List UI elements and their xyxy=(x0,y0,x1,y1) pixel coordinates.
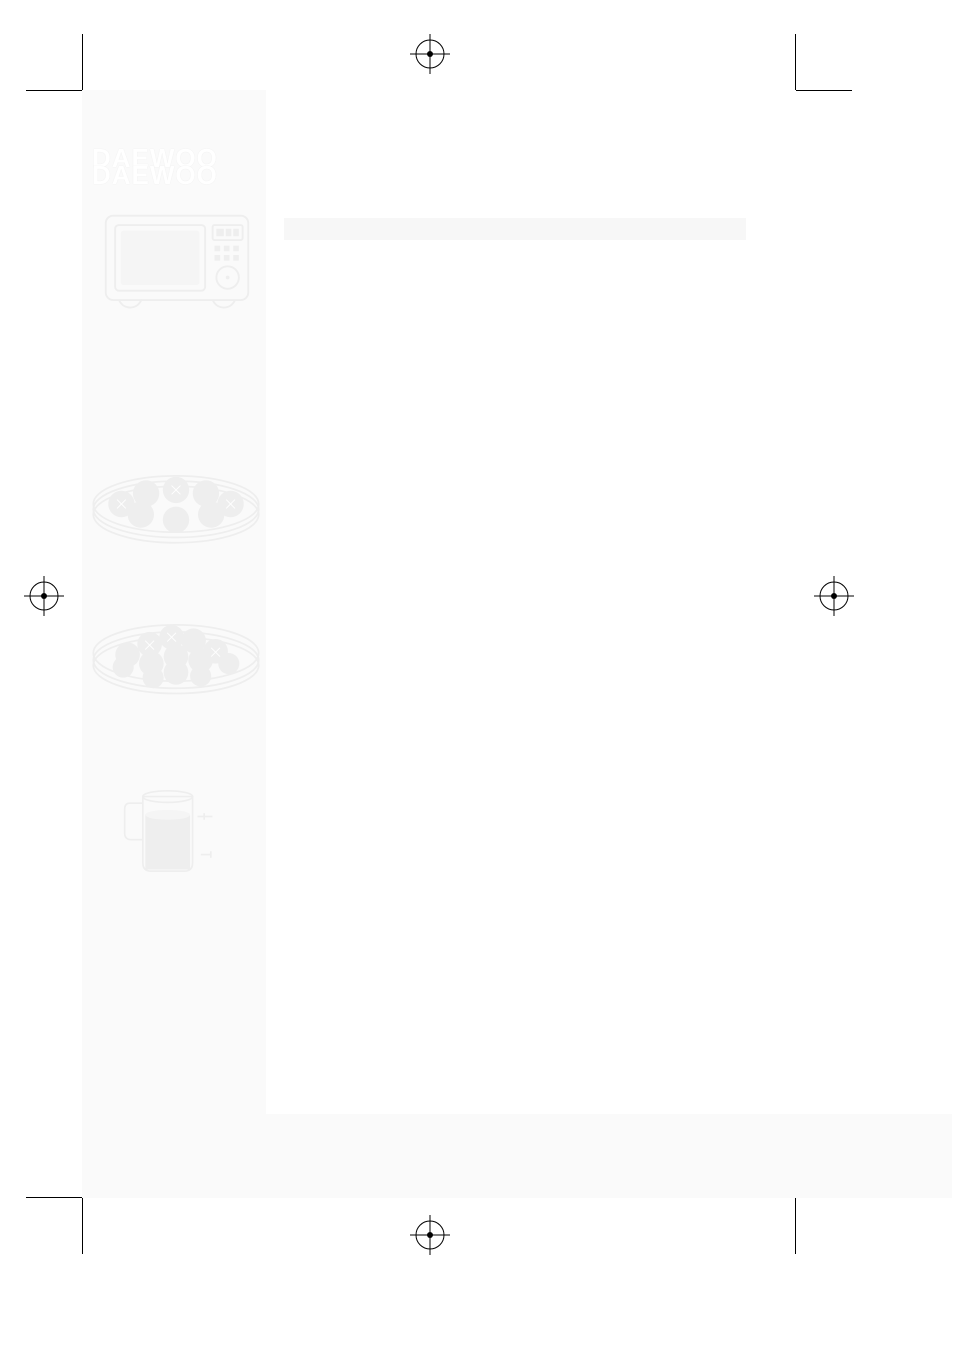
brand-logo-text: DAEWOO xyxy=(92,165,254,186)
crop-mark xyxy=(796,90,852,91)
registration-mark-icon xyxy=(814,576,854,616)
page: DAEWOO DAEWOO xyxy=(0,0,954,1351)
crop-mark xyxy=(795,34,796,90)
microwave-oven-icon xyxy=(102,210,252,313)
registration-mark-icon xyxy=(24,576,64,616)
registration-mark-icon xyxy=(410,1215,450,1255)
registration-mark-icon xyxy=(410,34,450,74)
footer-band xyxy=(82,1114,952,1198)
crop-mark xyxy=(26,90,82,91)
brand-logo: DAEWOO DAEWOO xyxy=(92,148,254,187)
brussels-sprouts-dish-icon xyxy=(88,460,264,548)
measuring-cup-icon xyxy=(118,780,234,879)
intro-band xyxy=(284,218,746,240)
crop-mark xyxy=(26,1197,82,1198)
crop-mark xyxy=(82,1198,83,1254)
brussels-sprouts-heap-icon xyxy=(88,602,264,699)
crop-mark xyxy=(82,34,83,90)
crop-mark xyxy=(795,1198,796,1254)
